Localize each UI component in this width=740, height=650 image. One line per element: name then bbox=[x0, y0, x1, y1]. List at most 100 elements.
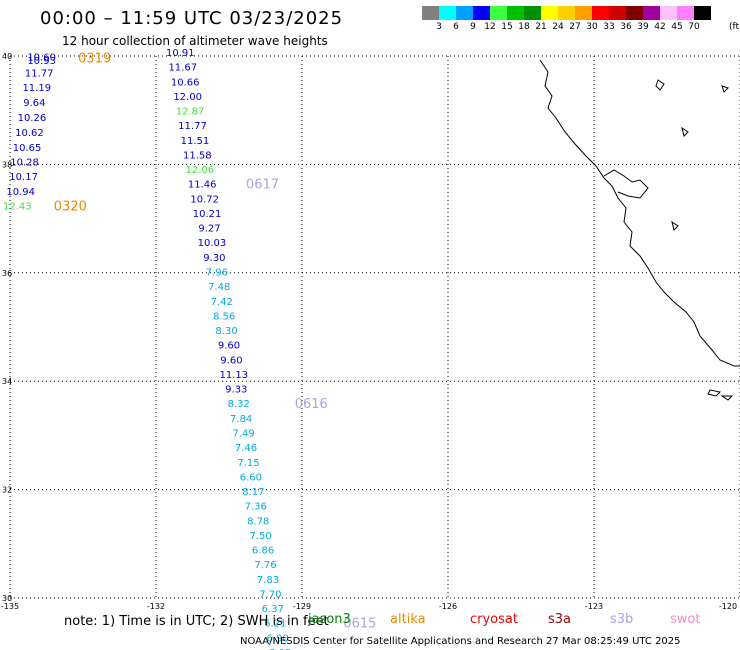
wave-height-value: 6.86 bbox=[252, 546, 274, 557]
pass-time-label: 0320 bbox=[54, 199, 87, 214]
satellite-legend-item: jason3 bbox=[308, 612, 351, 627]
longitude-label: -126 bbox=[439, 602, 457, 611]
wave-height-value: 10.03 bbox=[198, 238, 227, 249]
bay-inlet bbox=[603, 169, 649, 199]
pass-labels: 031903200617061606150614 bbox=[54, 51, 377, 631]
pass-time-label: 0616 bbox=[295, 397, 328, 412]
wave-height-value: 9.33 bbox=[225, 385, 247, 396]
legend-label: 27 bbox=[569, 22, 581, 32]
legend-swatch bbox=[524, 6, 541, 20]
legend-label: 15 bbox=[501, 22, 513, 32]
longitude-label: -132 bbox=[147, 602, 165, 611]
latitude-label: 38 bbox=[2, 160, 12, 169]
legend-label: 45 bbox=[671, 22, 683, 32]
wave-height-value: 6.21 bbox=[264, 619, 286, 630]
footer-note: note: 1) Time is in UTC; 2) SWH is in fe… bbox=[64, 614, 329, 629]
longitude-label: -135 bbox=[1, 602, 19, 611]
latitude-label: 40 bbox=[2, 52, 12, 61]
satellite-legend-item: altika bbox=[390, 612, 426, 627]
wave-height-value: 10.91 bbox=[166, 48, 195, 59]
legend-label: 24 bbox=[552, 22, 564, 32]
legend-label: 70 bbox=[688, 22, 700, 32]
legend-swatch bbox=[439, 6, 456, 20]
wave-height-value: 10.28 bbox=[10, 157, 39, 168]
legend-swatch bbox=[507, 6, 524, 20]
satellite-legend-item: s3b bbox=[610, 612, 634, 627]
longitude-label: -120 bbox=[719, 602, 737, 611]
latitude-label: 30 bbox=[2, 594, 12, 603]
wave-height-value: 9.64 bbox=[23, 98, 45, 109]
footer-credit: NOAA/NESDIS Center for Satellite Applica… bbox=[240, 636, 681, 647]
wave-height-value: 7.84 bbox=[230, 414, 252, 425]
legend-swatch bbox=[592, 6, 609, 20]
wave-height-value: 6.60 bbox=[240, 472, 262, 483]
legend-label: 39 bbox=[637, 22, 649, 32]
satellite-legend-item: cryosat bbox=[470, 612, 518, 627]
wave-height-value: 9.27 bbox=[198, 224, 220, 235]
wave-height-value: 8.08 bbox=[269, 648, 291, 650]
legend-label: 33 bbox=[603, 22, 615, 32]
wave-height-value: 7.42 bbox=[211, 297, 233, 308]
channel-island bbox=[720, 395, 734, 401]
legend-swatch bbox=[643, 6, 660, 20]
wave-height-value: 11.19 bbox=[22, 83, 51, 94]
wave-height-value: 10.65 bbox=[13, 143, 42, 154]
wave-height-value: 10.62 bbox=[15, 128, 44, 139]
wave-height-value: 9.30 bbox=[203, 253, 225, 264]
legend-swatch bbox=[473, 6, 490, 20]
legend-swatch bbox=[677, 6, 694, 20]
wave-height-value: 8.56 bbox=[213, 311, 235, 322]
map-subtitle: 12 hour collection of altimeter wave hei… bbox=[62, 34, 328, 48]
wave-height-value: 11.46 bbox=[188, 180, 217, 191]
pass-time-label: 0617 bbox=[246, 178, 279, 193]
legend-unit: (ft) bbox=[729, 22, 740, 32]
legend-swatch bbox=[575, 6, 592, 20]
legend-swatches bbox=[422, 6, 711, 20]
legend-label: 12 bbox=[484, 22, 496, 32]
wave-height-value: 8.30 bbox=[215, 326, 237, 337]
wave-height-value: 7.48 bbox=[208, 282, 230, 293]
legend-swatch bbox=[456, 6, 473, 20]
legend-swatch bbox=[558, 6, 575, 20]
satellite-legend-item: swot bbox=[670, 612, 701, 627]
wave-height-value: 10.94 bbox=[6, 187, 35, 198]
lat-lon-grid: 40 38 36 34 32 30-135 -132 -129 -126 -123 -120 bbox=[1, 52, 740, 611]
wave-height-value: 11.51 bbox=[181, 136, 210, 147]
inland-lake bbox=[655, 79, 665, 91]
satellite-legend-item: s3a bbox=[548, 612, 572, 627]
wave-height-value: 10.60 bbox=[27, 52, 56, 63]
wave-height-value: 10.93 bbox=[27, 56, 56, 67]
wave-height-value: 11.77 bbox=[25, 69, 54, 80]
wave-height-value: 9.60 bbox=[218, 341, 240, 352]
wave-height-value: 8.32 bbox=[228, 399, 250, 410]
legend-swatch bbox=[422, 6, 439, 20]
wave-height-value: 10.26 bbox=[18, 113, 47, 124]
wave-height-value: 6.37 bbox=[262, 604, 284, 615]
wave-height-value: 6.90 bbox=[267, 633, 289, 644]
wave-height-value: 7.96 bbox=[206, 268, 228, 279]
latitude-label: 32 bbox=[2, 486, 12, 495]
california-coastline bbox=[539, 59, 740, 367]
map-title: 00:00 – 11:59 UTC 03/23/2025 bbox=[40, 8, 344, 29]
wave-height-value: 9.60 bbox=[220, 355, 242, 366]
pass-time-label: 0319 bbox=[78, 51, 111, 66]
legend-label: 21 bbox=[535, 22, 547, 32]
legend-label: 6 bbox=[453, 22, 459, 32]
legend-label: 9 bbox=[470, 22, 476, 32]
longitude-label: -129 bbox=[293, 602, 311, 611]
wave-height-value: 10.66 bbox=[171, 77, 200, 88]
wave-height-value: 7.46 bbox=[235, 443, 257, 454]
wave-height-value: 7.76 bbox=[254, 560, 276, 571]
wave-height-value: 8.17 bbox=[242, 487, 264, 498]
legend-swatch bbox=[660, 6, 677, 20]
wave-height-value: 7.70 bbox=[259, 589, 281, 600]
wave-height-value: 7.49 bbox=[232, 428, 254, 439]
inland-lake bbox=[681, 126, 689, 137]
legend-label: 30 bbox=[586, 22, 598, 32]
legend-label: 36 bbox=[620, 22, 632, 32]
channel-island bbox=[707, 389, 722, 397]
